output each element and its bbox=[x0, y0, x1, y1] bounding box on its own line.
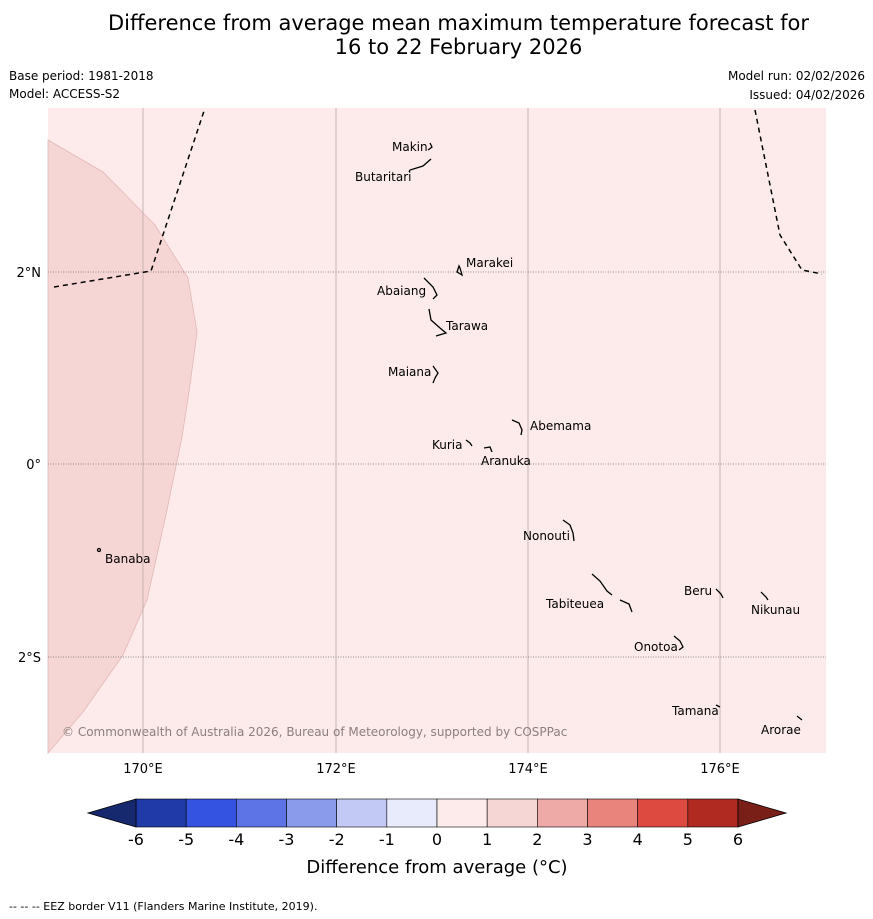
copyright-notice: © Commonwealth of Australia 2026, Bureau… bbox=[62, 725, 567, 739]
eez-borders bbox=[53, 107, 823, 288]
latitude-gridlines bbox=[48, 271, 826, 658]
label-butaritari: Butaritari bbox=[355, 170, 412, 184]
eez-border-east bbox=[754, 109, 823, 275]
label-arorae: Arorae bbox=[761, 723, 801, 737]
island-arorae bbox=[796, 715, 803, 721]
colorbar-cell bbox=[236, 798, 287, 828]
island-nikunau bbox=[760, 591, 769, 601]
colorbar-cell bbox=[286, 798, 337, 828]
colorbar-cell bbox=[185, 798, 237, 828]
colorbar-high-extend bbox=[737, 798, 788, 828]
label-abemama: Abemama bbox=[530, 419, 591, 433]
island-marakei bbox=[456, 264, 464, 277]
label-kuria: Kuria bbox=[432, 438, 463, 452]
label-banaba: Banaba bbox=[105, 552, 151, 566]
island-tabiteuea-north bbox=[591, 573, 613, 596]
colorbar-low-extend bbox=[86, 798, 137, 828]
colorbar-cell bbox=[386, 798, 438, 828]
lat-label-0: 0° bbox=[26, 458, 41, 473]
island-butaritari bbox=[408, 158, 432, 173]
colorbar-tick-label: 6 bbox=[733, 830, 743, 849]
colorbar-tick-label: -4 bbox=[228, 830, 244, 849]
label-tamana: Tamana bbox=[671, 704, 719, 718]
colorbar-cell bbox=[587, 798, 638, 828]
colorbar-cell bbox=[436, 798, 488, 828]
lon-label-174e: 174°E bbox=[508, 762, 548, 777]
colorbar-cell bbox=[135, 798, 187, 828]
island-abemama bbox=[511, 419, 523, 436]
colorbar-cell bbox=[537, 798, 588, 828]
colorbar-tick-label: 4 bbox=[633, 830, 643, 849]
label-marakei: Marakei bbox=[466, 256, 513, 270]
lat-label-2n: 2°N bbox=[17, 266, 42, 281]
island-nonouti bbox=[562, 519, 575, 542]
map-figure: Makin Butaritari Marakei Abaiang Tarawa … bbox=[17, 107, 826, 878]
island-banaba bbox=[96, 547, 102, 553]
lon-label-176e: 176°E bbox=[700, 762, 740, 777]
label-tabiteuea: Tabiteuea bbox=[545, 597, 604, 611]
label-nonouti: Nonouti bbox=[523, 529, 570, 543]
island-kuria bbox=[465, 439, 473, 447]
map-region-class-1-2 bbox=[47, 139, 198, 755]
island-tarawa bbox=[428, 308, 448, 337]
island-aranuka bbox=[483, 446, 493, 453]
islands bbox=[96, 142, 803, 721]
island-tamana bbox=[715, 704, 721, 708]
colorbar-tick-label: -5 bbox=[178, 830, 194, 849]
colorbar-tick-label: 1 bbox=[482, 830, 492, 849]
colorbar-tick-label: 0 bbox=[432, 830, 442, 849]
label-maiana: Maiana bbox=[388, 365, 431, 379]
colorbar-tick-label: 2 bbox=[532, 830, 542, 849]
model-name: Model: ACCESS-S2 bbox=[9, 87, 121, 101]
model-run-date: Model run: 02/02/2026 bbox=[727, 69, 865, 83]
label-beru: Beru bbox=[684, 584, 712, 598]
colorbar-cell bbox=[486, 798, 538, 828]
label-onotoa: Onotoa bbox=[634, 640, 678, 654]
island-maiana bbox=[432, 365, 439, 384]
colorbar-cell bbox=[687, 798, 739, 828]
label-makin: Makin bbox=[392, 140, 428, 154]
title-line-2: 16 to 22 February 2026 bbox=[334, 35, 583, 59]
title-line-1: Difference from average mean maximum tem… bbox=[108, 11, 809, 35]
colorbar-tick-label: -6 bbox=[128, 830, 144, 849]
map-panel: Makin Butaritari Marakei Abaiang Tarawa … bbox=[47, 107, 826, 755]
island-tabiteuea-south bbox=[619, 599, 633, 613]
colorbar-label: Difference from average (°C) bbox=[306, 857, 567, 878]
island-beru bbox=[715, 588, 724, 599]
lon-label-170e: 170°E bbox=[123, 762, 163, 777]
eez-footnote: -- -- -- EEZ border V11 (Flanders Marine… bbox=[9, 900, 318, 913]
island-abaiang bbox=[423, 277, 438, 300]
issued-date: Issued: 04/02/2026 bbox=[749, 88, 865, 102]
label-abaiang: Abaiang bbox=[377, 284, 426, 298]
colorbar-tick-label: -3 bbox=[279, 830, 295, 849]
island-makin bbox=[427, 142, 433, 151]
lon-label-172e: 172°E bbox=[316, 762, 356, 777]
colorbar: -6 -5 -4 -3 -2 -1 0 1 2 3 4 5 6 Difference from aver… bbox=[86, 798, 788, 878]
lat-label-2s: 2°S bbox=[18, 651, 41, 666]
label-nikunau: Nikunau bbox=[751, 603, 800, 617]
label-tarawa: Tarawa bbox=[445, 319, 488, 333]
colorbar-cells bbox=[135, 798, 739, 828]
colorbar-tick-label: -1 bbox=[379, 830, 395, 849]
longitude-gridlines bbox=[142, 108, 721, 753]
island-onotoa bbox=[673, 635, 684, 651]
colorbar-cell bbox=[637, 798, 689, 828]
colorbar-tick-label: 5 bbox=[683, 830, 693, 849]
colorbar-tick-label: 3 bbox=[582, 830, 592, 849]
colorbar-tick-label: -2 bbox=[329, 830, 345, 849]
base-period: Base period: 1981-2018 bbox=[9, 69, 154, 83]
map-title: Difference from average mean maximum tem… bbox=[0, 11, 873, 59]
colorbar-cell bbox=[336, 798, 388, 828]
label-aranuka: Aranuka bbox=[481, 454, 531, 468]
colorbar-ticks: -6 -5 -4 -3 -2 -1 0 1 2 3 4 5 6 bbox=[128, 830, 743, 849]
